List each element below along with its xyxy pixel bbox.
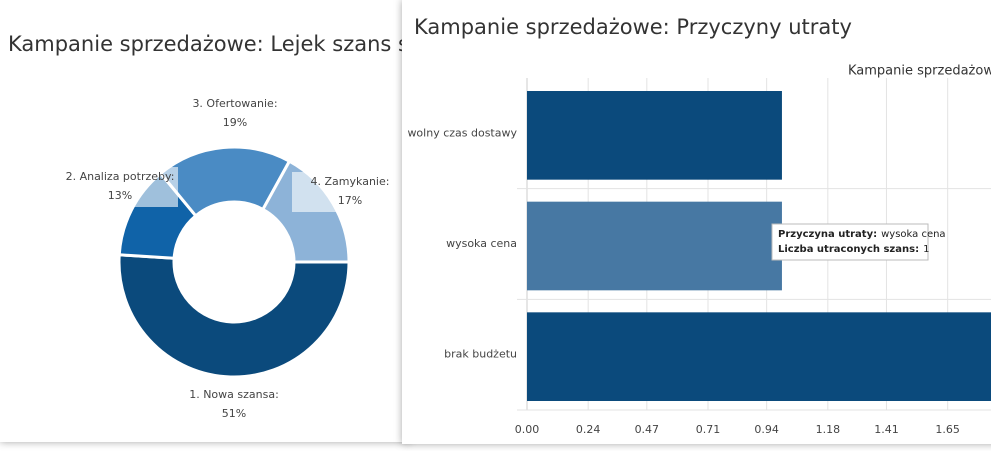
bar <box>527 312 991 401</box>
tooltip-value: 1 <box>923 244 929 255</box>
x-tick-label: 1.65 <box>935 423 960 436</box>
donut-slice <box>117 253 351 379</box>
label-box <box>292 172 408 212</box>
panel-funnel <box>0 0 410 442</box>
x-tick-label: 0.71 <box>696 423 721 436</box>
y-tick-label: wysoka cena <box>446 237 517 250</box>
tooltip-line: Przyczyna utraty: wysoka cena <box>778 229 946 240</box>
tooltip: Przyczyna utraty: wysoka cena Liczba utrac… <box>771 223 946 261</box>
slice-value-label: 19% <box>223 116 247 129</box>
tooltip-line: Liczba utraconych szans: 1 <box>778 244 929 255</box>
slice-label: 3. Ofertowanie: <box>192 97 277 110</box>
donut-chart: 1. Nowa szansa: 51% 2. Analiza potrzeby: 13… <box>62 94 408 420</box>
slice-label: 4. Zamykanie: <box>311 175 390 188</box>
x-tick-label: 0.94 <box>754 423 779 436</box>
tooltip-key: Przyczyna utraty: <box>778 229 877 240</box>
bar <box>527 91 782 180</box>
x-tick-label: 0.24 <box>576 423 601 436</box>
x-tick-label: 1.18 <box>816 423 841 436</box>
slice-value-label: 13% <box>108 189 132 202</box>
bar <box>527 201 782 291</box>
tooltip-key: Liczba utraconych szans: <box>778 244 919 255</box>
tooltip-box <box>771 223 929 261</box>
chart-title: Kampanie sprzedażow <box>848 64 991 79</box>
slice-label: 1. Nowa szansa: <box>189 388 279 401</box>
panel-title: Kampanie sprzedażowe: Przyczyny utraty <box>414 15 852 39</box>
y-tick-label: wolny czas dostawy <box>407 126 517 139</box>
slice-label: 2. Analiza potrzeby: <box>66 170 175 183</box>
x-tick-label: 1.41 <box>874 423 899 436</box>
slice-value-label: 17% <box>338 194 362 207</box>
label-box <box>62 167 178 207</box>
x-tick-label: 0.00 <box>515 423 540 436</box>
x-tick-label: 0.47 <box>635 423 660 436</box>
bar-chart: 0.00 0.24 0.47 0.71 0.94 1.18 1.41 1.65 wolny cz… <box>407 78 991 436</box>
tooltip-value: wysoka cena <box>881 229 945 240</box>
panel-title: Kampanie sprzedażowe: Lejek szans sprzed <box>8 32 468 56</box>
slice-value-label: 51% <box>222 407 246 420</box>
y-tick-label: brak budżetu <box>444 348 517 361</box>
label-box <box>177 94 293 134</box>
